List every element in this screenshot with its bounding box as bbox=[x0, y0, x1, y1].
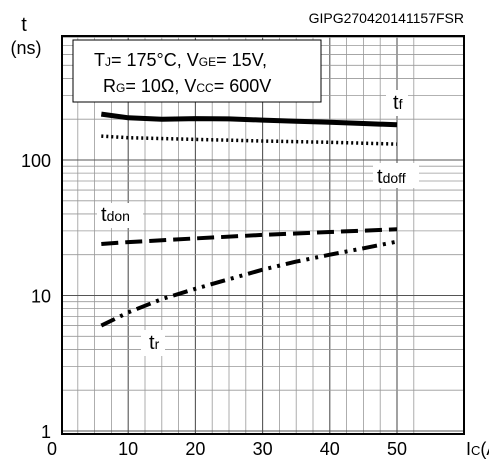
x-tick-label: 10 bbox=[118, 439, 138, 459]
x-axis-label-main: I bbox=[466, 439, 471, 459]
x-axis-label-unit: (A) bbox=[480, 439, 489, 459]
series-label-tf: tf bbox=[393, 92, 403, 114]
series-label-bg bbox=[97, 203, 143, 228]
x-tick-label: 30 bbox=[253, 439, 273, 459]
series-label-tdon: tdon bbox=[101, 204, 130, 226]
conditions-box bbox=[72, 39, 322, 103]
series-label-bg bbox=[141, 330, 165, 356]
x-tick-label: 50 bbox=[387, 439, 407, 459]
series-label-tr: tr bbox=[149, 332, 160, 354]
plot-frame bbox=[61, 35, 465, 435]
series-line-tr bbox=[100, 239, 398, 328]
y-tick-label: 10 bbox=[31, 287, 51, 307]
figure-code: GIPG270420141157FSR bbox=[309, 10, 464, 26]
y-tick-label: 1 bbox=[41, 422, 51, 442]
x-axis-label: IC(A) bbox=[466, 439, 489, 459]
y-axis-label-t: t bbox=[21, 14, 27, 36]
conditions-line-2: RG= 10Ω, VCC= 600V bbox=[103, 76, 271, 96]
conditions-line-1: TJ= 175°C, VGE= 15V, bbox=[94, 50, 267, 70]
series-line-tf bbox=[100, 111, 398, 128]
series-line-tdon bbox=[101, 227, 398, 246]
y-axis-label-unit: (ns) bbox=[11, 38, 42, 58]
x-tick-label: 0 bbox=[47, 439, 57, 459]
x-axis-label-sub: C bbox=[471, 443, 480, 458]
x-tick-label: 40 bbox=[320, 439, 340, 459]
series-label-tdoff: tdoff bbox=[377, 166, 406, 188]
x-tick-label: 20 bbox=[185, 439, 205, 459]
series-labels: tf tdoff tdon tr bbox=[97, 90, 419, 356]
series-label-bg bbox=[386, 90, 408, 116]
tick-labels: 0 10 20 30 40 50 1 10 100 bbox=[21, 151, 407, 459]
y-tick-label: 100 bbox=[21, 151, 51, 171]
series-label-bg bbox=[373, 163, 419, 188]
series-lines bbox=[100, 111, 398, 328]
